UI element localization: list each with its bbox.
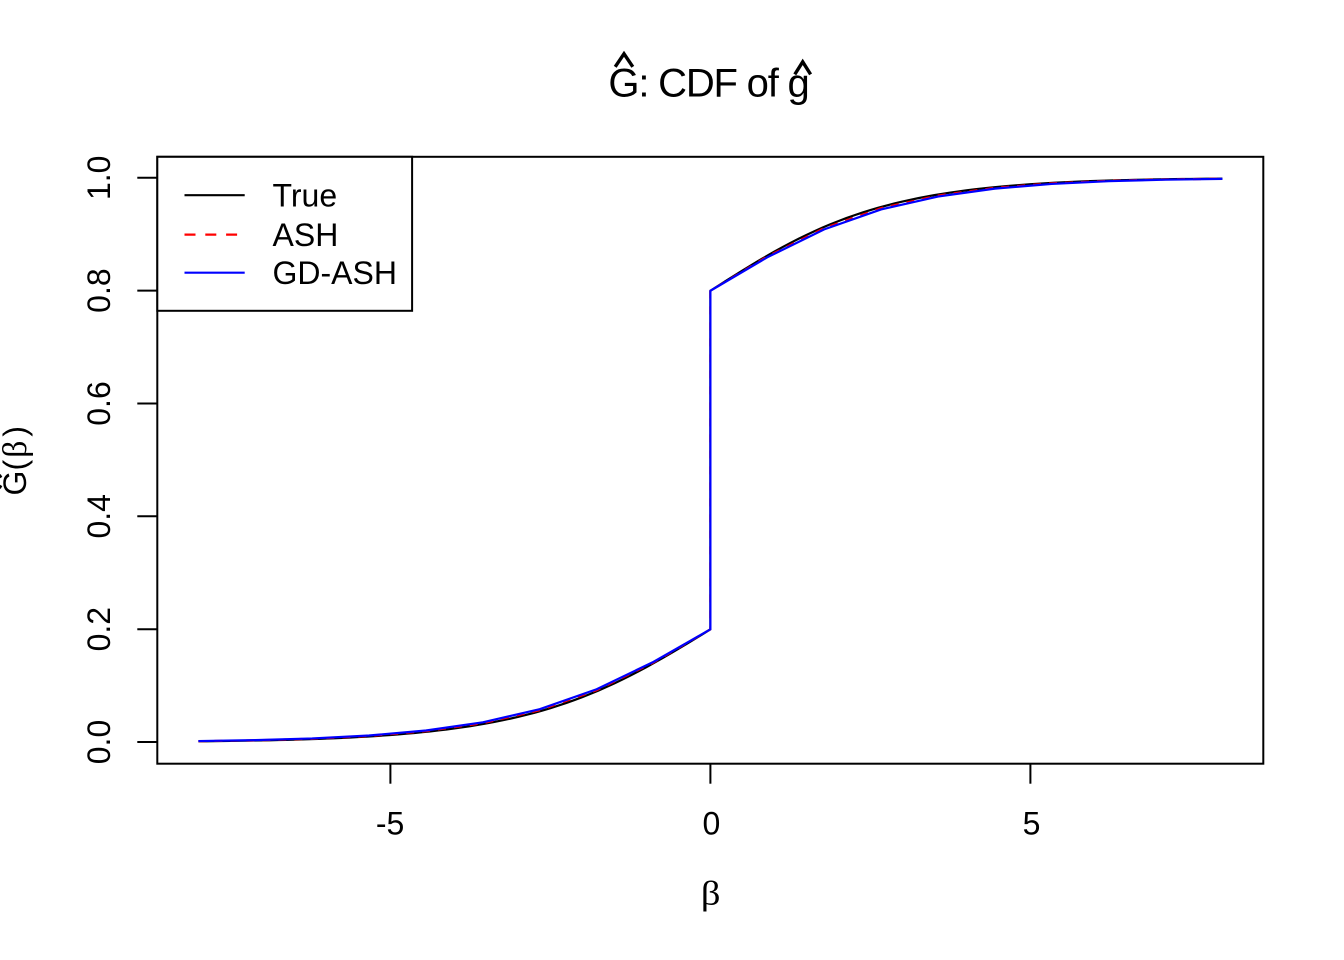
svg-text:0.6: 0.6 bbox=[81, 381, 117, 425]
svg-text:0.8: 0.8 bbox=[81, 268, 117, 312]
svg-text:5: 5 bbox=[1023, 806, 1041, 842]
svg-text:G: CDF of g: G: CDF of g bbox=[608, 62, 808, 106]
svg-text:GD-ASH: GD-ASH bbox=[273, 255, 397, 291]
svg-text:ASH: ASH bbox=[273, 217, 339, 253]
svg-text:β: β bbox=[701, 875, 721, 912]
svg-text:0.4: 0.4 bbox=[81, 494, 117, 538]
svg-text:0.0: 0.0 bbox=[81, 720, 117, 764]
svg-text:G(β): G(β) bbox=[0, 426, 34, 496]
svg-text:0: 0 bbox=[703, 806, 721, 842]
svg-text:True: True bbox=[273, 178, 338, 214]
svg-text:0.2: 0.2 bbox=[81, 607, 117, 651]
svg-text:-5: -5 bbox=[376, 806, 404, 842]
svg-text:1.0: 1.0 bbox=[81, 156, 117, 200]
